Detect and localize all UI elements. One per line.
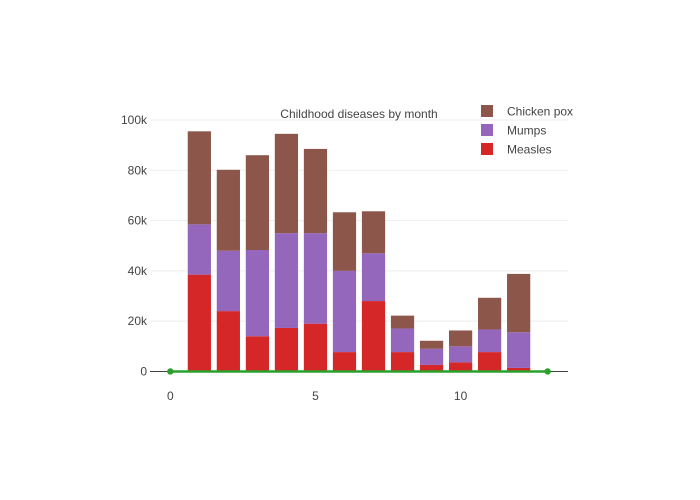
y-tick-label: 0: [140, 364, 147, 378]
bar-mumps: [187, 224, 211, 275]
y-tick-label: 60k: [128, 214, 148, 228]
bar-measles: [507, 367, 531, 372]
chart-title: Childhood diseases by month: [280, 107, 437, 121]
legend: Chicken pox Mumps Measles: [481, 105, 573, 157]
x-tick-label: 0: [167, 389, 174, 403]
y-gridlines: [150, 119, 568, 322]
bar-chicken-pox: [507, 273, 531, 333]
bar-measles: [419, 364, 444, 372]
bar-chicken-pox: [448, 330, 473, 347]
legend-label: Measles: [507, 143, 552, 157]
bar-mumps: [332, 270, 357, 353]
bar-chicken-pox: [419, 340, 444, 349]
bar-mumps: [448, 346, 473, 363]
bar-mumps: [390, 328, 415, 353]
legend-item[interactable]: Measles: [481, 143, 552, 157]
y-tick-label: 80k: [128, 163, 148, 177]
bar-chicken-pox: [478, 297, 502, 330]
x-tick-labels: 0 5 10: [167, 389, 468, 403]
bar-segments: [187, 131, 531, 372]
bar-measles: [361, 301, 386, 372]
bar-measles: [187, 274, 211, 372]
bar-measles: [303, 323, 328, 372]
bar-chicken-pox: [390, 315, 415, 329]
bar-chicken-pox: [187, 131, 211, 225]
bar-mumps: [478, 329, 502, 353]
legend-swatch: [481, 124, 493, 136]
bar-measles: [390, 352, 415, 372]
y-tick-label: 20k: [128, 314, 148, 328]
bar-mumps: [216, 250, 240, 312]
bar-measles: [274, 327, 299, 372]
bar-mumps: [507, 332, 531, 368]
legend-swatch: [481, 105, 493, 117]
baseline-overlay: [167, 368, 551, 375]
bar-mumps: [245, 250, 270, 337]
bar-chicken-pox: [303, 148, 328, 234]
overlay-point: [167, 368, 174, 375]
bar-chicken-pox: [274, 133, 299, 234]
legend-label: Chicken pox: [507, 105, 573, 119]
x-tick-label: 10: [454, 389, 468, 403]
bar-mumps: [274, 233, 299, 328]
bar-mumps: [419, 348, 444, 365]
bar-measles: [448, 362, 473, 372]
bar-chicken-pox: [332, 212, 357, 271]
y-tick-label: 40k: [128, 264, 148, 278]
bar-mumps: [303, 233, 328, 324]
bar-chicken-pox: [245, 155, 270, 251]
legend-item[interactable]: Chicken pox: [481, 105, 573, 119]
legend-label: Mumps: [507, 124, 546, 138]
legend-swatch: [481, 143, 493, 155]
y-tick-label: 100k: [121, 113, 148, 127]
legend-item[interactable]: Mumps: [481, 124, 546, 138]
y-tick-labels: 0 20k 40k 60k 80k 100k: [121, 113, 148, 378]
bar-measles: [478, 352, 502, 372]
bar-mumps: [361, 253, 386, 302]
bar-measles: [332, 352, 357, 372]
x-tick-label: 5: [312, 389, 319, 403]
bar-chicken-pox: [216, 169, 240, 251]
bar-measles: [216, 311, 240, 372]
bar-measles: [245, 336, 270, 372]
bar-chicken-pox: [361, 211, 386, 254]
overlay-point: [544, 368, 551, 375]
